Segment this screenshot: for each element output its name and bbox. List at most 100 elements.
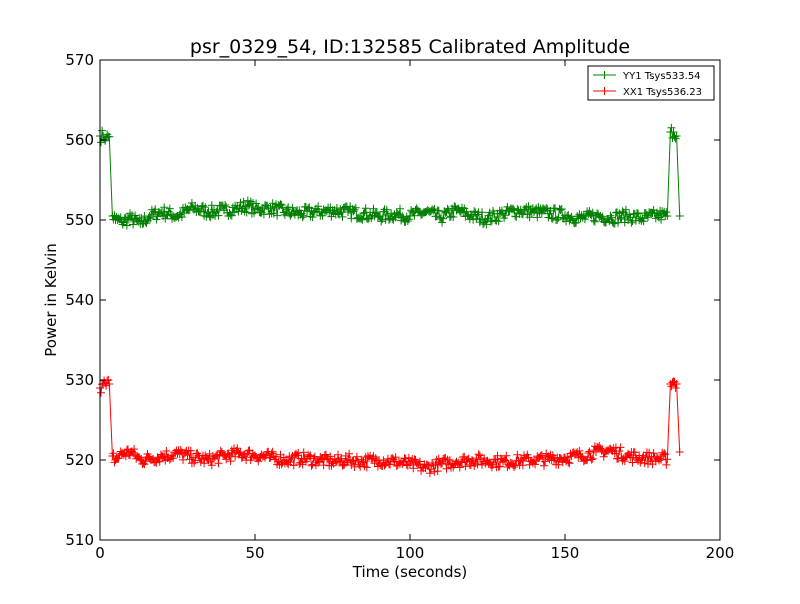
data-point [599,452,608,461]
axes: 0 50 100 150 200 510 520 530 540 550 560 570 [65,51,734,562]
data-point [325,208,334,217]
data-point [101,136,110,145]
data-point [662,208,671,217]
data-point [363,215,372,223]
data-point [160,203,169,212]
data-point [266,204,275,212]
data-point [179,455,187,464]
data-point [404,215,413,224]
data-point [244,201,253,210]
data-point [670,377,679,386]
data-point [169,454,178,463]
data-point [592,448,600,456]
data-point [341,451,350,460]
data-point [542,204,551,212]
data-point [433,467,442,476]
x-tick-label: 100 [396,544,425,562]
data-point [165,204,174,213]
data-point [565,459,574,468]
data-point [430,205,439,213]
data-point [633,209,641,217]
data-point [537,209,546,218]
data-point [431,460,440,469]
data-point [369,204,378,213]
data-point [675,448,684,456]
data-point [616,443,625,452]
data-point [130,445,139,454]
data-point [630,448,639,457]
data-point [458,458,466,467]
data-point [283,458,292,467]
data-point [628,458,637,467]
data-point [525,213,534,222]
data-point [617,213,626,222]
data-point [468,212,476,220]
data-point [644,213,652,222]
data-point [97,388,105,397]
data-point [588,454,597,463]
data-point [563,453,572,461]
data-point [299,211,308,220]
data-point [588,208,597,217]
data-point [444,206,453,215]
y-tick-label: 510 [65,531,94,549]
data-point [455,463,464,472]
data-point [386,460,395,469]
data-point [584,449,593,457]
data-point [469,215,478,224]
data-point [347,461,356,470]
data-point [652,452,661,461]
data-point [163,211,172,220]
data-point [587,455,596,464]
y-axis-label: Power in Kelvin [42,243,60,357]
y-tick-label: 550 [65,211,94,229]
data-point [409,464,418,473]
data-point [124,215,133,224]
data-point [191,456,200,465]
data-point [247,209,256,218]
data-point [639,217,648,226]
data-point [201,203,210,212]
legend: YY1 Tsys533.54 XX1 Tsys536.23 [587,65,715,101]
data-point [482,220,491,229]
data-point [391,453,400,462]
data-point [607,213,616,222]
data-point [655,456,663,465]
data-point [606,211,615,220]
data-point [359,209,368,218]
data-point [129,449,138,458]
data-point [165,455,174,464]
data-point [494,217,503,226]
data-point [100,135,109,144]
data-point [531,460,540,469]
data-point [398,460,407,468]
data-point [122,221,131,230]
data-point [382,205,391,214]
data-point [437,460,445,468]
data-point [649,449,658,458]
data-point [141,457,150,466]
data-point [553,215,562,224]
data-point [478,208,486,217]
data-point [110,211,119,220]
data-point [438,218,447,227]
data-point [410,211,419,220]
data-point [214,459,223,468]
data-point [266,453,275,462]
data-point [118,220,127,229]
data-point [352,452,361,461]
data-point [557,205,566,213]
data-point [152,458,161,467]
data-point [672,380,681,388]
data-point [672,132,681,140]
data-point [556,206,565,214]
data-point [501,211,510,220]
data-point [396,204,404,213]
legend-label: YY1 Tsys533.54 [622,71,701,82]
data-point [510,463,519,471]
data-point [254,457,263,466]
data-point [610,449,619,458]
data-point [464,454,473,463]
data-point [620,457,629,466]
